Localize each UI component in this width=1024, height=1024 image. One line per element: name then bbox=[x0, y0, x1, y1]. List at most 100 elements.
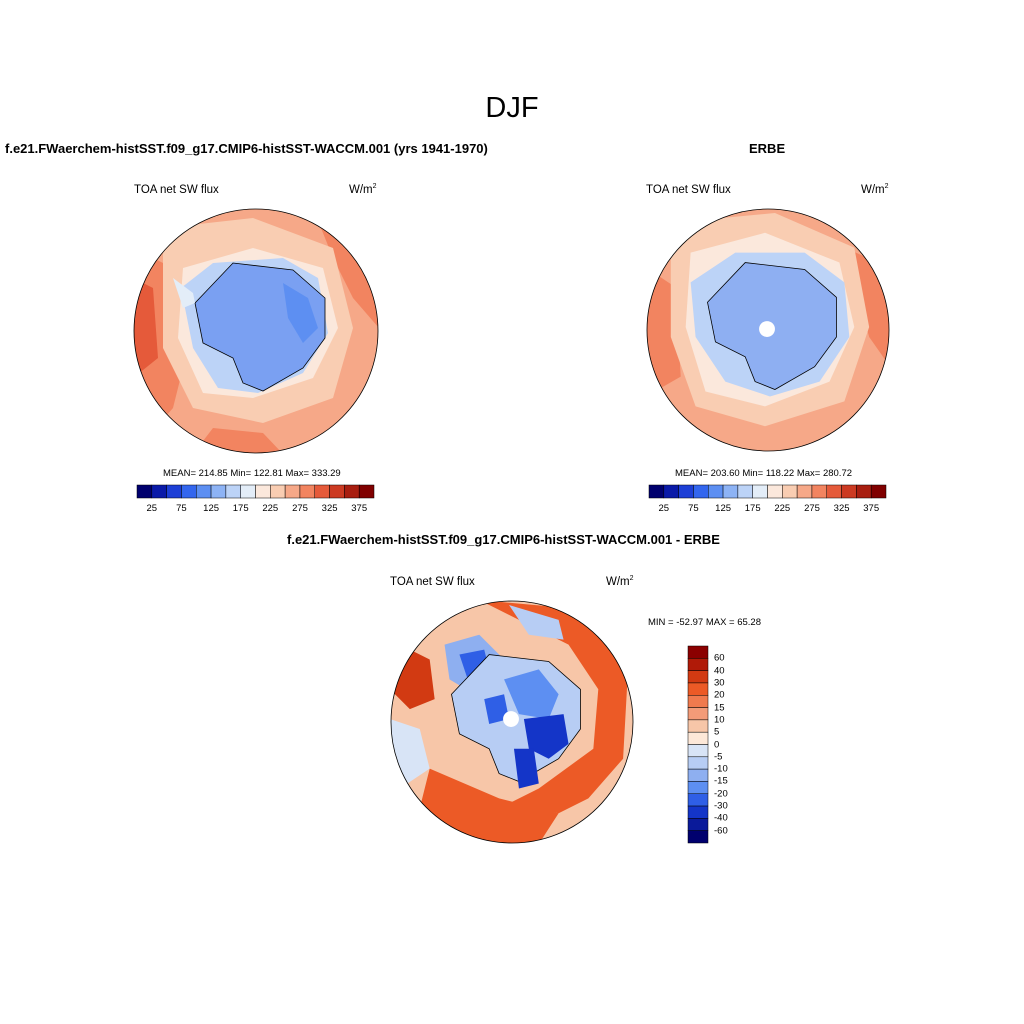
colorbar-swatch bbox=[687, 719, 709, 733]
colorbar-swatch bbox=[752, 484, 768, 499]
colorbar-swatch bbox=[687, 830, 709, 844]
colorbar-swatch bbox=[240, 484, 256, 499]
colorbar-swatch bbox=[722, 484, 739, 499]
obs-polar-map bbox=[646, 208, 890, 452]
colorbar-swatch bbox=[648, 484, 665, 499]
colorbar-swatch bbox=[856, 484, 872, 499]
colorbar-swatch bbox=[796, 484, 813, 499]
cb-tick: 275 bbox=[804, 503, 820, 514]
colorbar-swatch bbox=[663, 484, 679, 499]
cb-tick: 225 bbox=[262, 503, 279, 514]
obs-stats: MEAN= 203.60 Min= 118.22 Max= 280.72 bbox=[675, 468, 853, 479]
cb-tick: 125 bbox=[715, 503, 732, 514]
colorbar-swatch bbox=[255, 484, 271, 499]
colorbar-swatch bbox=[737, 484, 753, 499]
cb-label: -10 bbox=[714, 763, 728, 775]
colorbar-swatch bbox=[687, 695, 709, 708]
colorbar-swatch bbox=[299, 484, 315, 499]
cb-label: 30 bbox=[714, 677, 725, 689]
cb-tick: 175 bbox=[744, 503, 761, 514]
obs-colorbar bbox=[648, 484, 887, 499]
cb-label: 60 bbox=[714, 652, 725, 664]
colorbar-swatch bbox=[210, 484, 227, 499]
colorbar-swatch bbox=[136, 484, 153, 499]
cb-label: 5 bbox=[714, 726, 720, 738]
colorbar-swatch bbox=[687, 818, 709, 831]
colorbar-swatch bbox=[687, 658, 709, 671]
cb-label: 15 bbox=[714, 702, 725, 714]
colorbar-swatch bbox=[687, 744, 709, 758]
model-variable-label: TOA net SW flux bbox=[134, 184, 219, 196]
cb-tick: 325 bbox=[833, 503, 850, 514]
colorbar-swatch bbox=[284, 484, 301, 499]
colorbar-swatch bbox=[687, 805, 709, 819]
colorbar-swatch bbox=[687, 781, 709, 794]
colorbar-swatch bbox=[314, 484, 330, 499]
colorbar-swatch bbox=[687, 756, 709, 770]
colorbar-swatch bbox=[693, 484, 709, 499]
colorbar-swatch bbox=[708, 484, 724, 499]
cb-tick: 25 bbox=[146, 503, 158, 514]
cb-tick: 275 bbox=[292, 503, 308, 514]
cb-tick: 75 bbox=[176, 503, 187, 514]
colorbar-swatch bbox=[687, 670, 709, 684]
colorbar-swatch bbox=[782, 484, 798, 499]
diff-units-label: W/m2 bbox=[606, 575, 634, 588]
diff-colorbar bbox=[687, 645, 709, 844]
colorbar-swatch bbox=[826, 484, 842, 499]
diff-stats: MIN = -52.97 MAX = 65.28 bbox=[648, 617, 762, 628]
obs-panel-heading: ERBE bbox=[749, 141, 786, 156]
cb-label: -5 bbox=[714, 751, 723, 763]
colorbar-swatch bbox=[870, 484, 887, 499]
cb-tick: 175 bbox=[232, 503, 249, 514]
colorbar-swatch bbox=[166, 484, 182, 499]
colorbar-swatch bbox=[687, 682, 709, 696]
colorbar-swatch bbox=[687, 731, 709, 745]
colorbar-swatch bbox=[344, 484, 360, 499]
obs-variable-label: TOA net SW flux bbox=[646, 184, 731, 196]
obs-units-label: W/m2 bbox=[861, 183, 889, 196]
cb-tick: 125 bbox=[203, 503, 220, 514]
colorbar-swatch bbox=[687, 793, 709, 807]
cb-label: 10 bbox=[714, 714, 725, 726]
model-panel-heading: f.e21.FWaerchem-histSST.f09_g17.CMIP6-hi… bbox=[5, 141, 488, 156]
cb-tick: 375 bbox=[351, 503, 368, 514]
cb-tick: 75 bbox=[688, 503, 699, 514]
colorbar-swatch bbox=[687, 645, 709, 659]
colorbar-swatch bbox=[678, 484, 694, 499]
diff-panel-heading: f.e21.FWaerchem-histSST.f09_g17.CMIP6-hi… bbox=[287, 532, 720, 547]
colorbar-swatch bbox=[767, 484, 783, 499]
model-polar-map bbox=[133, 208, 379, 454]
cb-label: -15 bbox=[714, 775, 728, 787]
colorbar-swatch bbox=[841, 484, 857, 499]
cb-tick: 225 bbox=[774, 503, 791, 514]
model-colorbar-ticks: 25 75 125 175 225 275 325 375 bbox=[137, 503, 374, 515]
model-units-label: W/m2 bbox=[349, 183, 377, 196]
diff-polar-map bbox=[390, 600, 634, 844]
cb-label: -40 bbox=[714, 812, 728, 824]
colorbar-swatch bbox=[811, 484, 827, 499]
cb-label: 20 bbox=[714, 689, 725, 701]
cb-label: 0 bbox=[714, 739, 720, 750]
colorbar-swatch bbox=[687, 707, 709, 721]
colorbar-swatch bbox=[329, 484, 345, 499]
cb-label: 40 bbox=[714, 665, 725, 677]
colorbar-swatch bbox=[687, 768, 709, 782]
cb-label: -20 bbox=[714, 788, 728, 800]
colorbar-swatch bbox=[196, 484, 212, 499]
colorbar-swatch bbox=[358, 484, 375, 499]
model-colorbar bbox=[136, 484, 375, 499]
model-stats: MEAN= 214.85 Min= 122.81 Max= 333.29 bbox=[163, 468, 341, 479]
colorbar-swatch bbox=[151, 484, 167, 499]
cb-label: -60 bbox=[714, 825, 728, 837]
figure-title: DJF bbox=[485, 92, 539, 124]
cb-label: -30 bbox=[714, 800, 728, 812]
obs-colorbar-ticks: 25 75 125 175 225 275 325 375 bbox=[649, 503, 886, 515]
diff-variable-label: TOA net SW flux bbox=[390, 576, 475, 588]
colorbar-swatch bbox=[181, 484, 197, 499]
cb-tick: 325 bbox=[321, 503, 338, 514]
cb-tick: 375 bbox=[863, 503, 880, 514]
diff-colorbar-labels: 60 40 30 20 15 10 5 0 -5 -10 -15 -20 -30… bbox=[714, 646, 744, 843]
colorbar-swatch bbox=[225, 484, 241, 499]
colorbar-swatch bbox=[270, 484, 286, 499]
